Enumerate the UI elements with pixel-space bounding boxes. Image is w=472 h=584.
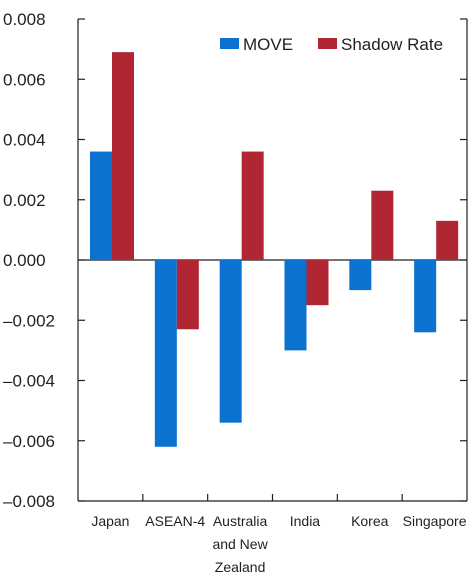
bar-move <box>414 260 437 333</box>
axes: 0.008 0.006 0.004 0.002 0.000 –0.002 –0.004 –0.… <box>3 10 468 575</box>
legend-label: MOVE <box>243 35 293 54</box>
legend-swatch <box>220 38 239 49</box>
y-tick-label: 0.000 <box>3 251 46 270</box>
x-tick-label: Korea <box>351 513 389 529</box>
x-tick-label: Australia <box>213 513 268 529</box>
x-tick-label: Zealand <box>215 559 266 575</box>
bar-move <box>219 260 242 423</box>
legend-label: Shadow Rate <box>341 35 443 54</box>
bars <box>90 52 459 447</box>
y-tick-label: –0.004 <box>3 372 55 391</box>
y-tick-label: –0.008 <box>3 492 55 511</box>
y-tick-label: 0.004 <box>3 131 46 150</box>
x-tick-label: Japan <box>91 513 129 529</box>
y-tick-label: –0.006 <box>3 432 55 451</box>
x-tick-label: Singapore <box>403 513 467 529</box>
bar-move <box>349 260 372 291</box>
y-tick-label: 0.008 <box>3 10 46 29</box>
y-tick-label: 0.002 <box>3 191 46 210</box>
bar-shadow-rate <box>112 52 134 261</box>
legend: MOVE Shadow Rate <box>220 35 443 54</box>
bar-shadow-rate <box>176 260 199 330</box>
legend-swatch <box>318 38 337 49</box>
bar-move <box>90 151 112 260</box>
y-tick-label: –0.002 <box>3 311 55 330</box>
x-tick-label: India <box>290 513 321 529</box>
y-tick-label: 0.006 <box>3 70 46 89</box>
x-tick-label: ASEAN-4 <box>145 513 205 529</box>
bar-shadow-rate <box>241 151 264 260</box>
bar-move <box>284 260 307 351</box>
x-tick-label: and New <box>212 536 268 552</box>
bar-shadow-rate <box>306 260 329 306</box>
bar-shadow-rate <box>436 220 459 260</box>
bar-shadow-rate <box>371 190 394 260</box>
bar-move <box>154 260 177 447</box>
